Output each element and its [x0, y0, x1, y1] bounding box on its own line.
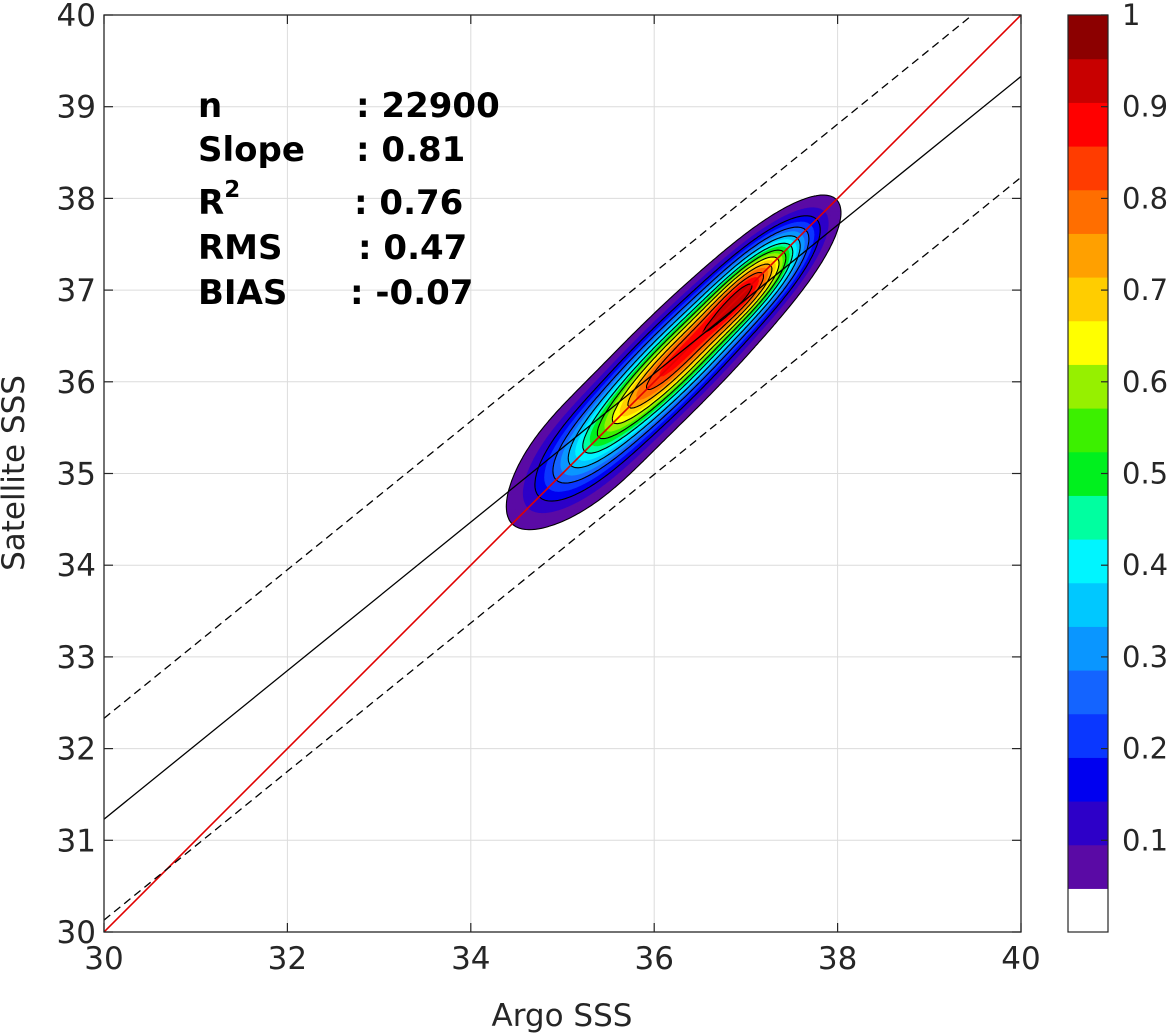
colorbar-tick-label: 0.8: [1122, 181, 1168, 215]
stat-r2-label: R2: [198, 177, 240, 223]
stat-n-label: n: [198, 86, 222, 126]
y-tick-label: 37: [57, 273, 96, 309]
colorbar-tick-label: 0.2: [1122, 732, 1168, 766]
x-tick-label: 34: [451, 941, 490, 977]
y-tick-label: 36: [57, 365, 96, 401]
regression-line: [104, 75, 1021, 820]
colorbar-segment: [1068, 626, 1108, 671]
axis-ticks: 30 32 34 36 38 40 30 31 32 33 34 35 36 37 38 39 40: [57, 0, 1041, 977]
colorbar-segment: [1068, 102, 1108, 147]
x-tick-label: 40: [1001, 941, 1040, 977]
one-to-one-line: [104, 15, 1021, 932]
colorbar-tick-label: 0.1: [1122, 823, 1168, 857]
colorbar-segment: [1068, 801, 1108, 846]
y-tick-label: 34: [57, 548, 96, 584]
colorbar-segment: [1068, 58, 1108, 103]
stats-box: n : 22900 Slope : 0.81 R2 : 0.76 RMS : 0…: [198, 86, 500, 313]
dashed-line: [104, 176, 1021, 921]
colorbar-segment: [1068, 539, 1108, 584]
colorbar-tick-label: 0.5: [1122, 457, 1168, 491]
stat-r2-value: : 0.76: [354, 183, 463, 223]
x-tick-label: 38: [818, 941, 857, 977]
stat-bias-value: : -0.07: [350, 273, 473, 313]
y-tick-label: 35: [57, 457, 96, 493]
colorbar-segment: [1068, 713, 1108, 758]
contour-line: [552, 226, 810, 484]
x-axis-label: Argo SSS: [492, 998, 633, 1034]
colorbar-tick-label: 0.3: [1122, 640, 1168, 674]
colorbar-segment: [1068, 189, 1108, 234]
stat-r2-superscript: 2: [224, 177, 240, 203]
y-tick-label: 40: [57, 0, 96, 34]
colorbar-segment: [1068, 277, 1108, 322]
y-tick-label: 33: [57, 640, 96, 676]
contour-line: [534, 215, 821, 502]
colorbar-segment: [1068, 670, 1108, 715]
colorbar-segment: [1068, 146, 1108, 191]
colorbar-segment: [1068, 495, 1108, 540]
colorbar-tick-label: 1: [1122, 0, 1140, 32]
colorbar-segment: [1068, 582, 1108, 627]
colorbar: 0.1 0.2 0.3 0.4 0.5 0.6 0.7 0.8 0.9 1: [1067, 0, 1168, 933]
stat-bias-label: BIAS: [198, 273, 287, 313]
colorbar-segment: [1068, 408, 1108, 453]
colorbar-segment: [1068, 757, 1108, 802]
colorbar-segment: [1068, 364, 1108, 409]
contour-line: [505, 194, 842, 531]
reference-lines: [104, 15, 1021, 932]
colorbar-segment: [1068, 15, 1108, 60]
stat-n-value: : 22900: [356, 86, 500, 126]
y-axis-label: Satellite SSS: [0, 375, 32, 571]
colorbar-tick-label: 0.9: [1122, 90, 1168, 124]
stat-rms-label: RMS: [198, 228, 283, 268]
x-tick-label: 30: [84, 941, 123, 977]
y-tick-label: 38: [57, 181, 96, 217]
colorbar-segment: [1068, 320, 1108, 365]
y-tick-label: 31: [57, 823, 96, 859]
stat-slope-value: : 0.81: [356, 130, 465, 170]
x-tick-label: 36: [634, 941, 673, 977]
x-tick-label: 32: [268, 941, 307, 977]
grid: [103, 14, 1022, 933]
y-tick-label: 39: [57, 90, 96, 126]
contour-line: [567, 235, 801, 469]
colorbar-segment: [1068, 233, 1108, 278]
y-tick-label: 32: [57, 732, 96, 768]
stat-rms-value: : 0.47: [358, 228, 467, 268]
stat-slope-label: Slope: [198, 130, 305, 170]
stat-r2-base: R: [198, 183, 224, 223]
colorbar-tick-label: 0.7: [1122, 273, 1168, 307]
colorbar-tick-label: 0.4: [1122, 548, 1168, 582]
dashed-line: [104, 15, 974, 719]
colorbar-segment: [1068, 844, 1108, 889]
y-tick-label: 30: [57, 915, 96, 951]
colorbar-tick-label: 0.6: [1122, 365, 1168, 399]
colorbar-segment: [1068, 888, 1108, 933]
